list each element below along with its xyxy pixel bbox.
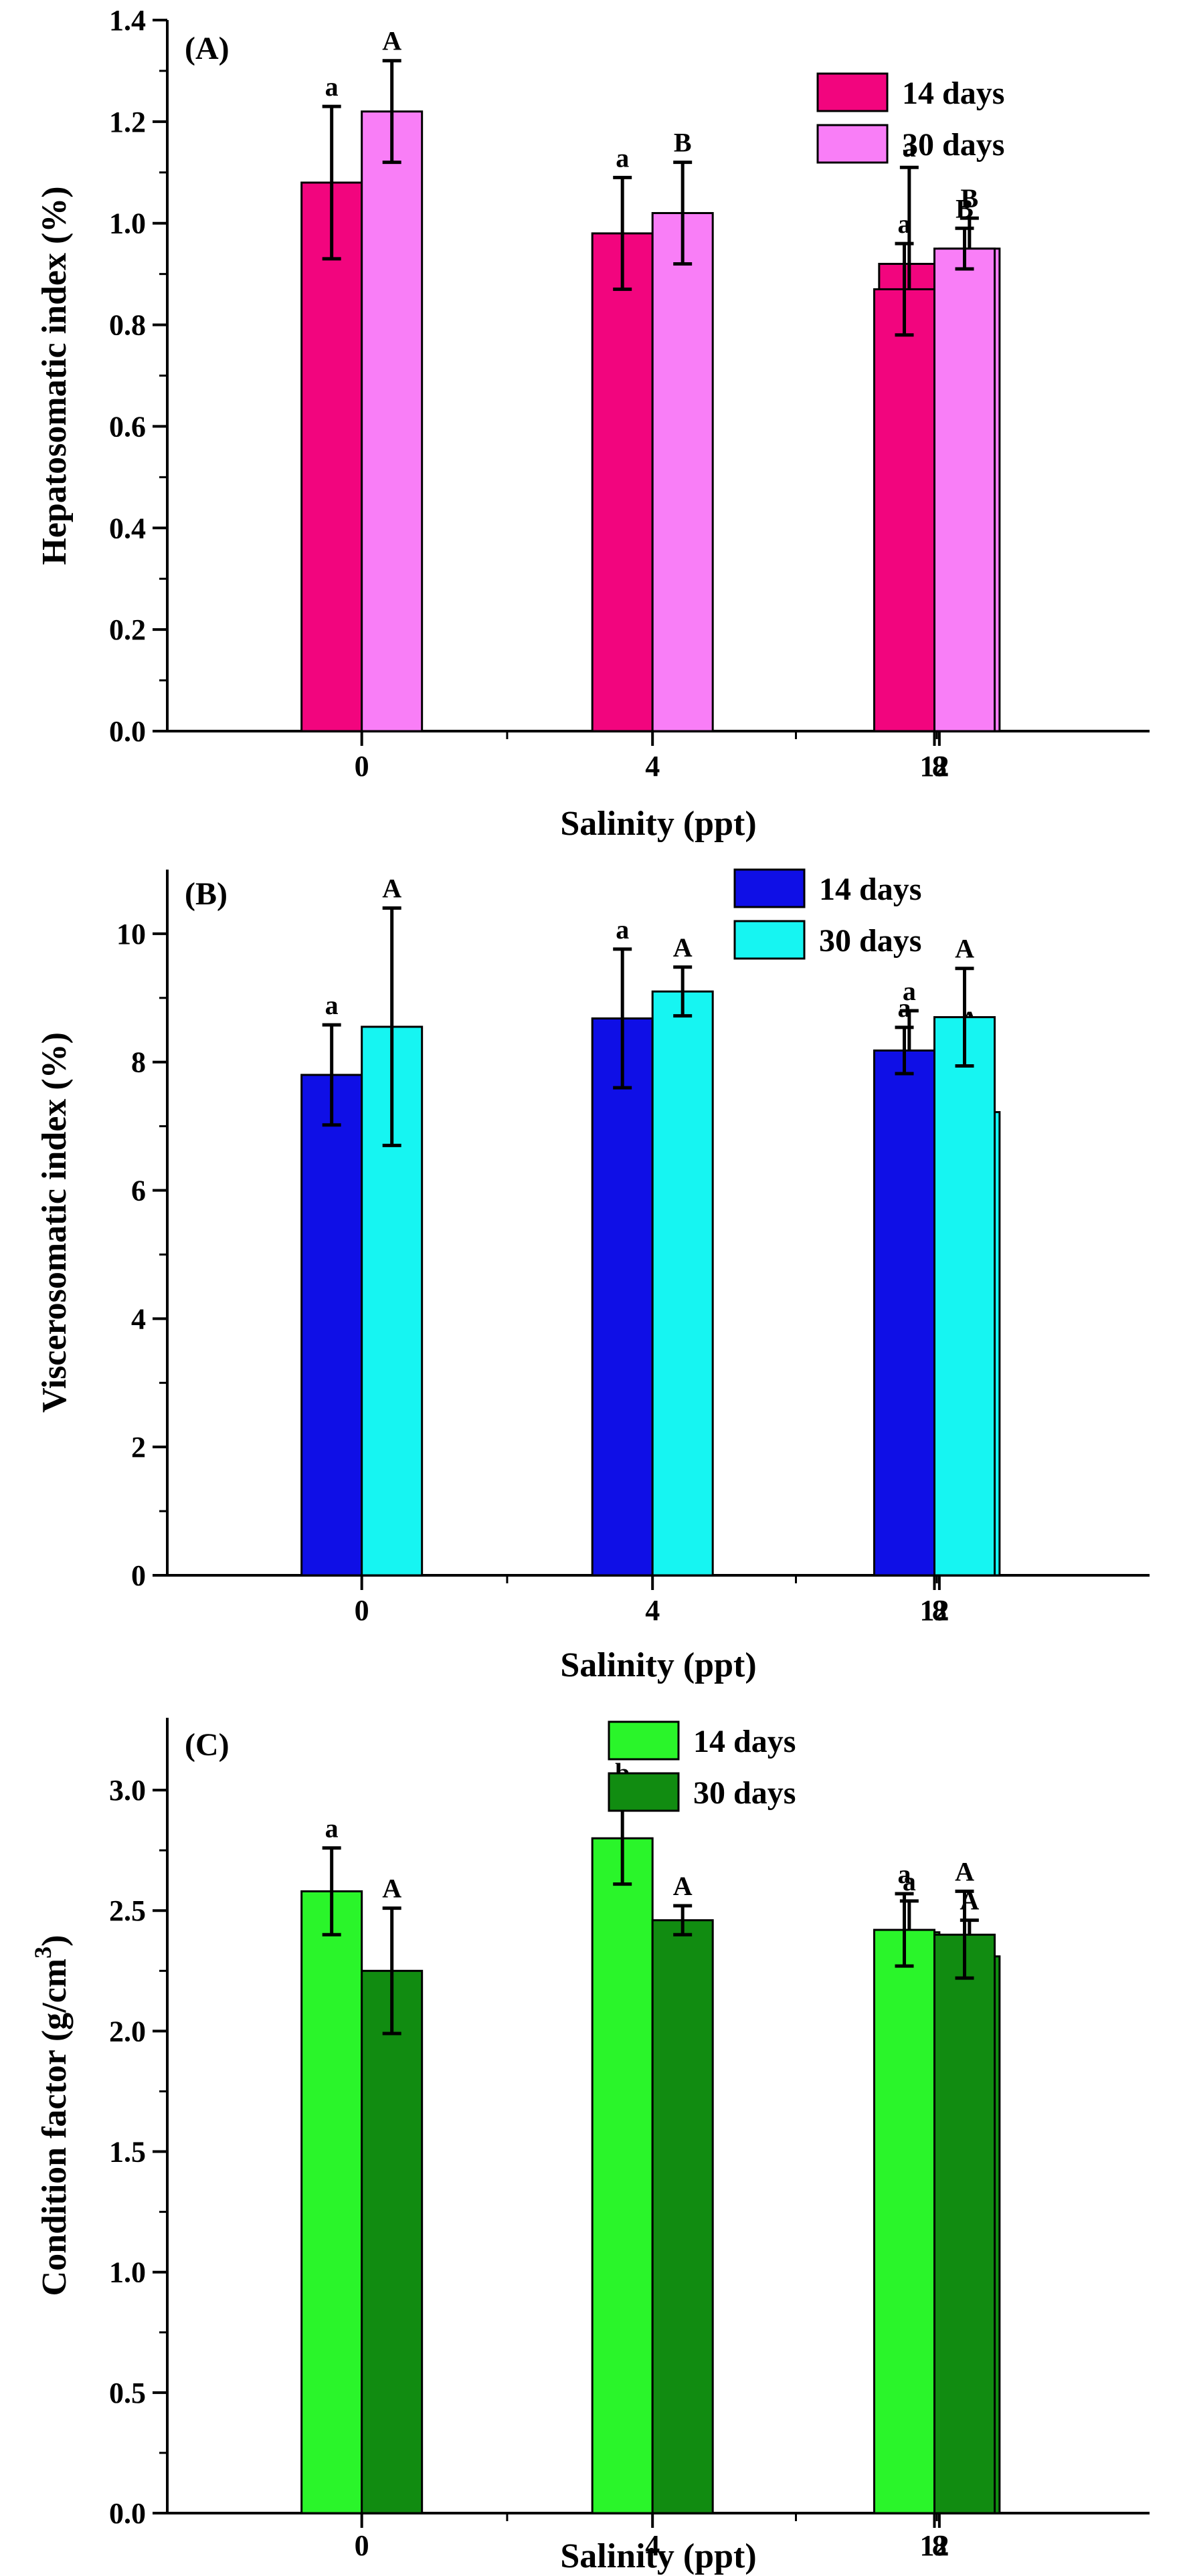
bar-30-days-12: [933, 1933, 996, 2514]
y-tick-label: 2: [131, 1431, 146, 1464]
significance-label: a: [898, 209, 911, 239]
panel-label: (C): [185, 1727, 230, 1763]
significance-label: a: [325, 72, 339, 102]
significance-label: a: [325, 990, 339, 1020]
y-tick-label: 0.2: [109, 613, 146, 646]
significance-label: A: [673, 932, 693, 963]
significance-label: a: [903, 1866, 916, 1896]
significance-label: a: [325, 1813, 339, 1844]
y-tick-label: 1.5: [109, 2136, 146, 2169]
bar-30-days-4: [651, 212, 714, 732]
y-tick-label: 6: [131, 1175, 146, 1207]
significance-label: A: [382, 874, 401, 904]
significance-label: B: [956, 193, 974, 223]
x-tick-label: 8: [932, 2529, 947, 2562]
y-tick-label: 3.0: [109, 1774, 146, 1807]
significance-label: A: [673, 1871, 693, 1901]
legend-swatch-14-days: [733, 868, 806, 908]
bar-30-days-4: [651, 990, 714, 1577]
panel-label: (B): [185, 876, 228, 912]
legend-label: 14 days: [819, 872, 921, 907]
x-tick-label: 12: [920, 1594, 949, 1627]
bar-14-days-0: [300, 1890, 363, 2514]
x-tick-label: 4: [645, 750, 660, 783]
bar-14-days-0: [300, 1074, 363, 1577]
legend-label: 14 days: [693, 1724, 796, 1759]
y-tick-label: 1.0: [109, 207, 146, 240]
bar-14-days-12: [873, 1928, 936, 2514]
bar-14-days-12: [873, 288, 936, 732]
y-tick-label: 2.5: [109, 1894, 146, 1927]
y-tick-label: 1.0: [109, 2256, 146, 2289]
x-axis-title: Salinity (ppt): [560, 805, 756, 843]
x-tick-label: 0: [355, 1594, 369, 1627]
x-tick-label: 12: [920, 750, 949, 783]
y-tick-label: 1.2: [109, 106, 146, 138]
y-tick-label: 2.0: [109, 2015, 146, 2048]
legend-label: 30 days: [693, 1775, 796, 1811]
legend-label: 30 days: [902, 127, 1004, 163]
y-axis-title: Condition factor (g/cm3): [29, 1935, 74, 2296]
x-tick-label: 0: [355, 2529, 369, 2562]
bar-30-days-12: [933, 247, 996, 732]
significance-label: a: [616, 142, 629, 173]
bar-14-days-12: [873, 1049, 936, 1577]
significance-label: a: [898, 1859, 911, 1889]
y-axis-title-superscript: 3: [29, 1947, 56, 1959]
y-tick-label: 0.8: [109, 309, 146, 342]
y-tick-label: 8: [131, 1046, 146, 1079]
y-axis-title-suffix: ): [35, 1935, 74, 1947]
x-tick-label: 4: [645, 2529, 660, 2562]
bar-14-days-4: [591, 1837, 654, 2514]
significance-label: a: [903, 132, 916, 163]
significance-label: A: [955, 1856, 974, 1886]
y-tick-label: 0.0: [109, 2497, 146, 2530]
x-tick-label: 0: [355, 750, 369, 783]
significance-label: a: [898, 993, 911, 1023]
bar-30-days-0: [361, 1969, 424, 2514]
y-tick-label: 4: [131, 1302, 146, 1335]
significance-label: B: [961, 183, 979, 213]
y-tick-label: 10: [116, 918, 146, 951]
bar-14-days-4: [591, 232, 654, 732]
y-axis-title-main: Condition factor (g/cm: [35, 1959, 74, 2296]
y-tick-label: 0.0: [109, 715, 146, 748]
y-tick-label: 0.4: [109, 512, 146, 544]
bar-14-days-0: [300, 181, 363, 732]
bar-30-days-4: [651, 1919, 714, 2514]
x-tick-label: 4: [645, 1594, 660, 1627]
y-axis-title: Hepatosomatic index (%): [35, 186, 74, 565]
legend-swatch-30-days: [608, 1772, 680, 1812]
x-tick-label: 8: [932, 750, 947, 783]
legend-swatch-30-days: [733, 920, 806, 960]
y-axis-title-main: Viscerosomatic index (%): [35, 1032, 74, 1413]
significance-label: a: [616, 914, 629, 945]
y-tick-label: 0.5: [109, 2377, 146, 2409]
bar-30-days-0: [361, 110, 424, 732]
bar-14-days-4: [591, 1017, 654, 1577]
x-axis-title: Salinity (ppt): [560, 2537, 756, 2575]
significance-label: A: [955, 934, 974, 964]
panel-label: (A): [185, 31, 230, 66]
y-tick-label: 0: [131, 1559, 146, 1592]
y-tick-label: 1.4: [109, 4, 146, 37]
y-tick-label: 0.6: [109, 410, 146, 443]
y-axis-title-main: Hepatosomatic index (%): [35, 186, 74, 565]
significance-label: B: [674, 128, 692, 158]
significance-label: a: [903, 976, 916, 1006]
y-axis-title: Viscerosomatic index (%): [35, 1032, 74, 1413]
legend-label: 14 days: [902, 76, 1004, 111]
x-tick-label: 12: [920, 2529, 949, 2562]
x-axis-title: Salinity (ppt): [560, 1646, 756, 1684]
legend-swatch-14-days: [816, 72, 889, 112]
x-tick-label: 8: [932, 1594, 947, 1627]
legend-swatch-14-days: [608, 1720, 680, 1761]
legend-swatch-30-days: [816, 124, 889, 164]
significance-label: A: [382, 1874, 401, 1904]
significance-label: A: [382, 26, 401, 56]
bar-30-days-12: [933, 1016, 996, 1577]
legend-label: 30 days: [819, 923, 921, 959]
